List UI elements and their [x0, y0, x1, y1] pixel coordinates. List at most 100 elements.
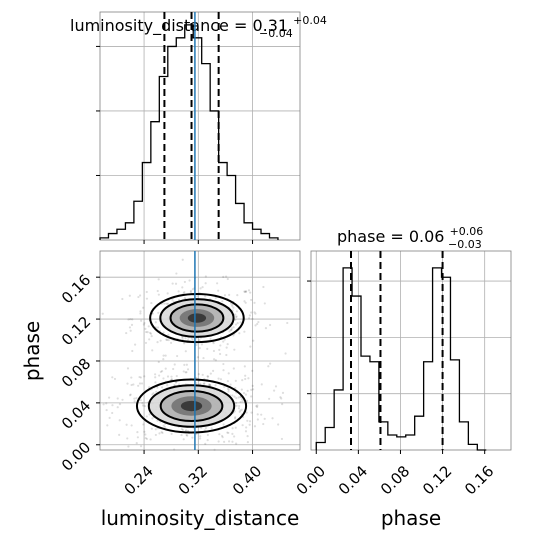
title-upper-error: +0.04	[293, 14, 327, 27]
sample-point	[218, 348, 221, 351]
sample-point	[190, 337, 194, 340]
sample-point	[152, 392, 155, 395]
sample-point	[130, 383, 133, 387]
sample-point	[196, 295, 199, 298]
sample-point	[139, 445, 143, 448]
sample-point	[286, 321, 289, 325]
sample-point	[180, 433, 183, 437]
histogram-grid	[100, 12, 300, 240]
sample-point	[162, 354, 165, 357]
sample-point	[248, 423, 251, 426]
sample-point	[243, 290, 246, 293]
sample-point	[131, 349, 134, 353]
sample-point	[263, 417, 266, 420]
sample-point	[223, 440, 226, 443]
sample-point	[263, 302, 266, 305]
sample-point	[204, 295, 207, 298]
sample-point	[189, 291, 192, 294]
sample-point	[105, 408, 108, 412]
title-lower-error: −0.03	[448, 238, 482, 251]
y-tick-label: 0.04	[58, 397, 94, 433]
sample-point	[182, 438, 185, 441]
sample-point	[140, 382, 144, 385]
sample-point	[121, 398, 124, 401]
title-upper-error: +0.06	[450, 225, 484, 238]
x-tick-label: 0.40	[229, 462, 265, 498]
x-axis-label: phase	[381, 506, 441, 530]
sample-point	[228, 330, 231, 333]
sample-point	[252, 339, 255, 342]
sample-point	[227, 431, 230, 435]
sample-point	[232, 367, 235, 370]
sample-point	[128, 394, 132, 397]
contour-line	[159, 298, 235, 338]
sample-point	[155, 390, 158, 393]
sample-point	[198, 346, 201, 350]
sample-point	[230, 328, 233, 331]
sample-point	[199, 435, 202, 438]
sample-point	[246, 389, 249, 392]
sample-point	[232, 326, 235, 329]
phase-histogram-panel: 0.00 0.04 0.08 0.12 0.16 phase = 0.06 +0.06 …	[293, 225, 512, 530]
sample-point	[241, 400, 244, 403]
sample-point	[170, 378, 173, 381]
sample-point	[125, 423, 128, 426]
sample-point	[244, 290, 248, 293]
sample-point	[199, 437, 202, 440]
sample-point	[245, 399, 249, 403]
sample-point	[156, 340, 159, 344]
sample-point	[274, 385, 278, 388]
sample-point	[162, 377, 165, 380]
sample-point	[256, 404, 259, 407]
sample-point	[191, 288, 194, 291]
sample-point	[140, 319, 143, 322]
tick-marks	[307, 280, 486, 454]
sample-point	[225, 275, 228, 278]
sample-point	[227, 390, 230, 393]
sample-point	[201, 286, 204, 289]
sample-point	[188, 279, 191, 282]
sample-point	[158, 432, 161, 435]
sample-point	[170, 341, 173, 344]
sample-point	[118, 433, 121, 436]
sample-point	[174, 282, 178, 285]
sample-point	[171, 298, 174, 301]
sample-point	[142, 306, 145, 309]
density-level	[187, 313, 207, 323]
sample-point	[108, 416, 111, 419]
sample-point	[154, 381, 157, 384]
sample-point	[208, 384, 212, 387]
sample-point	[130, 376, 133, 379]
sample-point	[130, 424, 133, 427]
histogram-steps	[315, 251, 487, 451]
sample-point	[226, 387, 230, 390]
sample-point	[260, 383, 263, 386]
sample-point	[236, 294, 239, 297]
sample-point	[127, 318, 130, 321]
sample-point	[249, 291, 252, 294]
sample-point	[166, 302, 170, 305]
sample-point	[216, 282, 219, 285]
sample-point	[181, 428, 185, 432]
sample-point	[139, 398, 142, 402]
sample-point	[151, 417, 154, 420]
sample-point	[241, 424, 244, 427]
sample-point	[139, 294, 142, 297]
sample-point	[231, 427, 234, 430]
sample-point	[170, 432, 173, 436]
sample-point	[198, 339, 201, 342]
sample-point	[156, 386, 159, 389]
sample-point	[240, 388, 243, 391]
sample-point	[221, 300, 224, 303]
sample-point	[248, 317, 251, 320]
sample-point	[126, 437, 129, 440]
sample-point	[138, 375, 141, 379]
sample-point	[126, 367, 130, 370]
sample-point	[137, 295, 140, 299]
sample-point	[130, 323, 134, 326]
sample-point	[260, 413, 263, 416]
sample-point	[239, 321, 242, 324]
sample-point	[255, 405, 258, 408]
sample-point	[206, 347, 209, 350]
